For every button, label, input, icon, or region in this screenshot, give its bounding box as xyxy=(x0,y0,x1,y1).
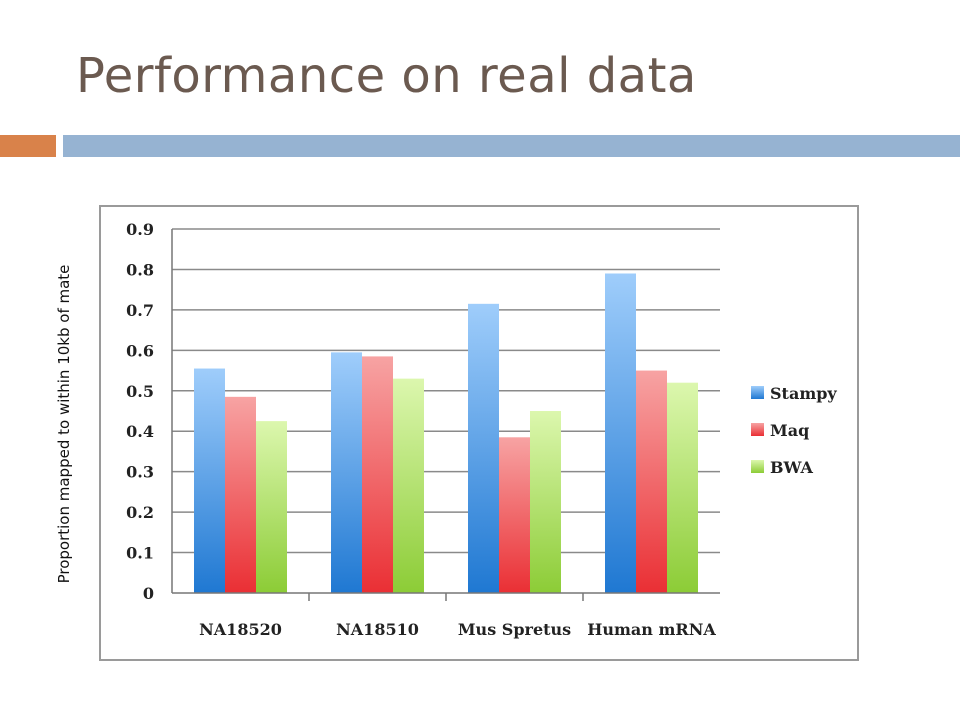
legend-label-bwa: BWA xyxy=(770,458,813,477)
legend-label-stampy: Stampy xyxy=(770,384,837,403)
title-accent-bar-blue xyxy=(63,135,960,157)
bar-maq-1 xyxy=(362,356,393,593)
y-tick-label: 0.4 xyxy=(126,422,154,441)
bar-maq-3 xyxy=(636,370,667,593)
y-tick-label: 0.3 xyxy=(126,463,154,482)
bar-bwa-0 xyxy=(256,421,287,593)
legend-label-maq: Maq xyxy=(770,421,809,440)
y-axis-label: Proportion mapped to within 10kb of mate xyxy=(55,264,73,584)
x-tick-label: NA18520 xyxy=(199,620,282,639)
y-tick-label: 0.6 xyxy=(126,341,154,360)
y-tick-label: 0.5 xyxy=(126,382,154,401)
bars xyxy=(194,273,698,593)
title-accent-bar-orange xyxy=(0,135,56,157)
y-tick-label: 0 xyxy=(143,584,154,603)
x-tick-label: NA18510 xyxy=(336,620,419,639)
legend-swatch-stampy xyxy=(751,386,764,399)
y-tick-label: 0.9 xyxy=(126,220,154,239)
bar-maq-0 xyxy=(225,396,256,593)
axes xyxy=(171,229,720,601)
y-tick-label: 0.7 xyxy=(126,301,154,320)
bar-bwa-1 xyxy=(393,378,424,593)
legend: Stampy Maq BWA xyxy=(751,384,837,477)
legend-swatch-maq xyxy=(751,423,764,436)
bar-stampy-0 xyxy=(194,368,225,593)
bar-bwa-3 xyxy=(667,382,698,593)
bar-bwa-2 xyxy=(530,411,561,593)
legend-swatch-bwa xyxy=(751,460,764,473)
y-tick-label: 0.8 xyxy=(126,260,154,279)
slide-title: Performance on real data xyxy=(76,48,697,104)
x-tick-label: Human mRNA xyxy=(587,620,716,639)
bar-stampy-3 xyxy=(605,273,636,593)
y-tick-labels: 0 0.1 0.2 0.3 0.4 0.5 0.6 0.7 0.8 0.9 xyxy=(126,220,154,603)
bar-stampy-2 xyxy=(468,303,499,593)
x-tick-label: Mus Spretus xyxy=(458,620,571,639)
bar-stampy-1 xyxy=(331,352,362,593)
bar-maq-2 xyxy=(499,437,530,593)
y-tick-label: 0.1 xyxy=(126,544,154,563)
x-tick-labels: NA18520 NA18510 Mus Spretus Human mRNA xyxy=(199,620,716,639)
y-tick-label: 0.2 xyxy=(126,503,154,522)
